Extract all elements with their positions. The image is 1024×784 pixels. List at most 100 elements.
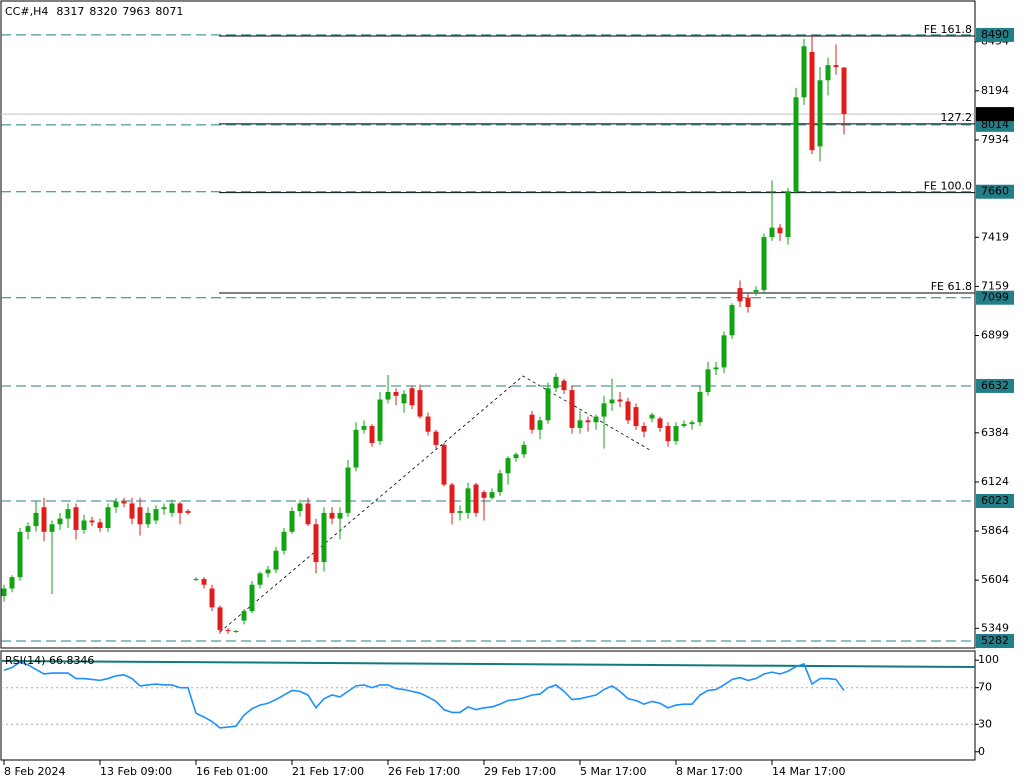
candle-body bbox=[233, 630, 239, 632]
x-tick-label: 16 Feb 01:00 bbox=[196, 765, 268, 778]
candle-body bbox=[825, 65, 831, 81]
candle-body bbox=[641, 426, 647, 432]
level-label: 6023 bbox=[981, 494, 1009, 507]
current-price-label: 8071 bbox=[981, 107, 1009, 120]
candle-body bbox=[817, 80, 823, 147]
candle-body bbox=[705, 369, 711, 393]
candle-body bbox=[137, 507, 143, 525]
candle-body bbox=[369, 426, 375, 444]
candle-body bbox=[401, 393, 407, 404]
candle-body bbox=[201, 579, 207, 585]
candle-body bbox=[361, 426, 367, 430]
y-tick-label: 6384 bbox=[981, 426, 1009, 439]
y-tick-label: 0 bbox=[978, 745, 985, 758]
candle-body bbox=[665, 426, 671, 442]
ohlc-open: 8317 bbox=[56, 5, 84, 18]
candle-body bbox=[345, 467, 351, 513]
candle-body bbox=[169, 503, 175, 513]
candle-body bbox=[49, 524, 55, 532]
candle-body bbox=[185, 511, 191, 513]
layer: 8454819479347419715968996384612458645604… bbox=[1, 23, 1014, 778]
candle-body bbox=[17, 531, 23, 578]
candle-body bbox=[497, 473, 503, 493]
rsi-panel bbox=[0, 650, 976, 761]
y-tick-label: 8194 bbox=[981, 84, 1009, 97]
level-label: 8490 bbox=[981, 28, 1009, 41]
ohlc-low: 7963 bbox=[122, 5, 150, 18]
candle-body bbox=[57, 518, 63, 525]
candle-body bbox=[593, 416, 599, 423]
candle-body bbox=[73, 507, 79, 530]
x-tick-label: 8 Feb 2024 bbox=[4, 765, 65, 778]
level-box bbox=[976, 117, 1014, 132]
x-tick-label: 5 Mar 17:00 bbox=[580, 765, 646, 778]
candle-body bbox=[481, 492, 487, 498]
candle-body bbox=[425, 416, 431, 432]
candle-body bbox=[729, 305, 735, 336]
candle-body bbox=[297, 503, 303, 512]
candle-body bbox=[737, 288, 743, 302]
candle-body bbox=[289, 511, 295, 532]
candle-body bbox=[273, 550, 279, 570]
x-tick-label: 29 Feb 17:00 bbox=[484, 765, 556, 778]
candle-body bbox=[601, 403, 607, 417]
candle-body bbox=[521, 444, 527, 455]
candle-body bbox=[265, 569, 271, 574]
x-tick-label: 8 Mar 17:00 bbox=[676, 765, 742, 778]
candle-body bbox=[433, 431, 439, 445]
candle-body bbox=[617, 399, 623, 402]
x-tick-label: 13 Feb 09:00 bbox=[100, 765, 172, 778]
x-tick-label: 21 Feb 17:00 bbox=[292, 765, 364, 778]
candle-body bbox=[585, 420, 591, 423]
y-tick-label: 6899 bbox=[981, 329, 1009, 342]
level-box bbox=[976, 290, 1014, 305]
candle-body bbox=[193, 579, 199, 581]
candle-body bbox=[569, 390, 575, 428]
candle-body bbox=[649, 414, 655, 419]
candle-body bbox=[25, 526, 31, 532]
level-box bbox=[976, 378, 1014, 393]
candle-body bbox=[305, 503, 311, 525]
ohlc-close: 8071 bbox=[155, 5, 183, 18]
level-label: 7099 bbox=[981, 291, 1009, 304]
candle-body bbox=[385, 392, 391, 400]
candle-body bbox=[321, 512, 327, 563]
candle-body bbox=[337, 512, 343, 519]
fibo-label: FE 61.8 bbox=[931, 280, 972, 293]
candle-body bbox=[505, 458, 511, 474]
current-price-box bbox=[976, 107, 1014, 122]
rsi-title: RSI(14) 66.8346 bbox=[5, 654, 94, 667]
candle-body bbox=[681, 424, 687, 427]
candle-body bbox=[513, 454, 519, 459]
level-label: 6632 bbox=[981, 379, 1009, 392]
fibo-anchor-line bbox=[219, 375, 651, 633]
candle-body bbox=[209, 588, 215, 608]
candle-body bbox=[713, 367, 719, 370]
candle-body bbox=[33, 512, 39, 527]
candle-body bbox=[457, 511, 463, 513]
candle-body bbox=[577, 420, 583, 428]
candle-body bbox=[241, 611, 247, 621]
candle-body bbox=[161, 507, 167, 510]
level-box bbox=[976, 27, 1014, 42]
main-panel bbox=[0, 0, 976, 649]
candle-body bbox=[449, 484, 455, 513]
candle-body bbox=[753, 289, 759, 292]
candle-body bbox=[417, 390, 423, 417]
candle-body bbox=[121, 501, 127, 504]
candle-body bbox=[105, 507, 111, 529]
candle-body bbox=[153, 509, 159, 521]
candle-body bbox=[281, 531, 287, 551]
level-box bbox=[976, 184, 1014, 199]
candle-body bbox=[689, 422, 695, 425]
candle-body bbox=[657, 418, 663, 428]
level-label: 7660 bbox=[981, 185, 1009, 198]
candle-body bbox=[225, 630, 231, 632]
candle-body bbox=[353, 429, 359, 468]
candle-body bbox=[777, 227, 783, 234]
candle-body bbox=[793, 97, 799, 192]
candle-body bbox=[65, 509, 71, 519]
candle-body bbox=[129, 503, 135, 519]
y-tick-label: 100 bbox=[978, 653, 999, 666]
candle-body bbox=[377, 399, 383, 442]
